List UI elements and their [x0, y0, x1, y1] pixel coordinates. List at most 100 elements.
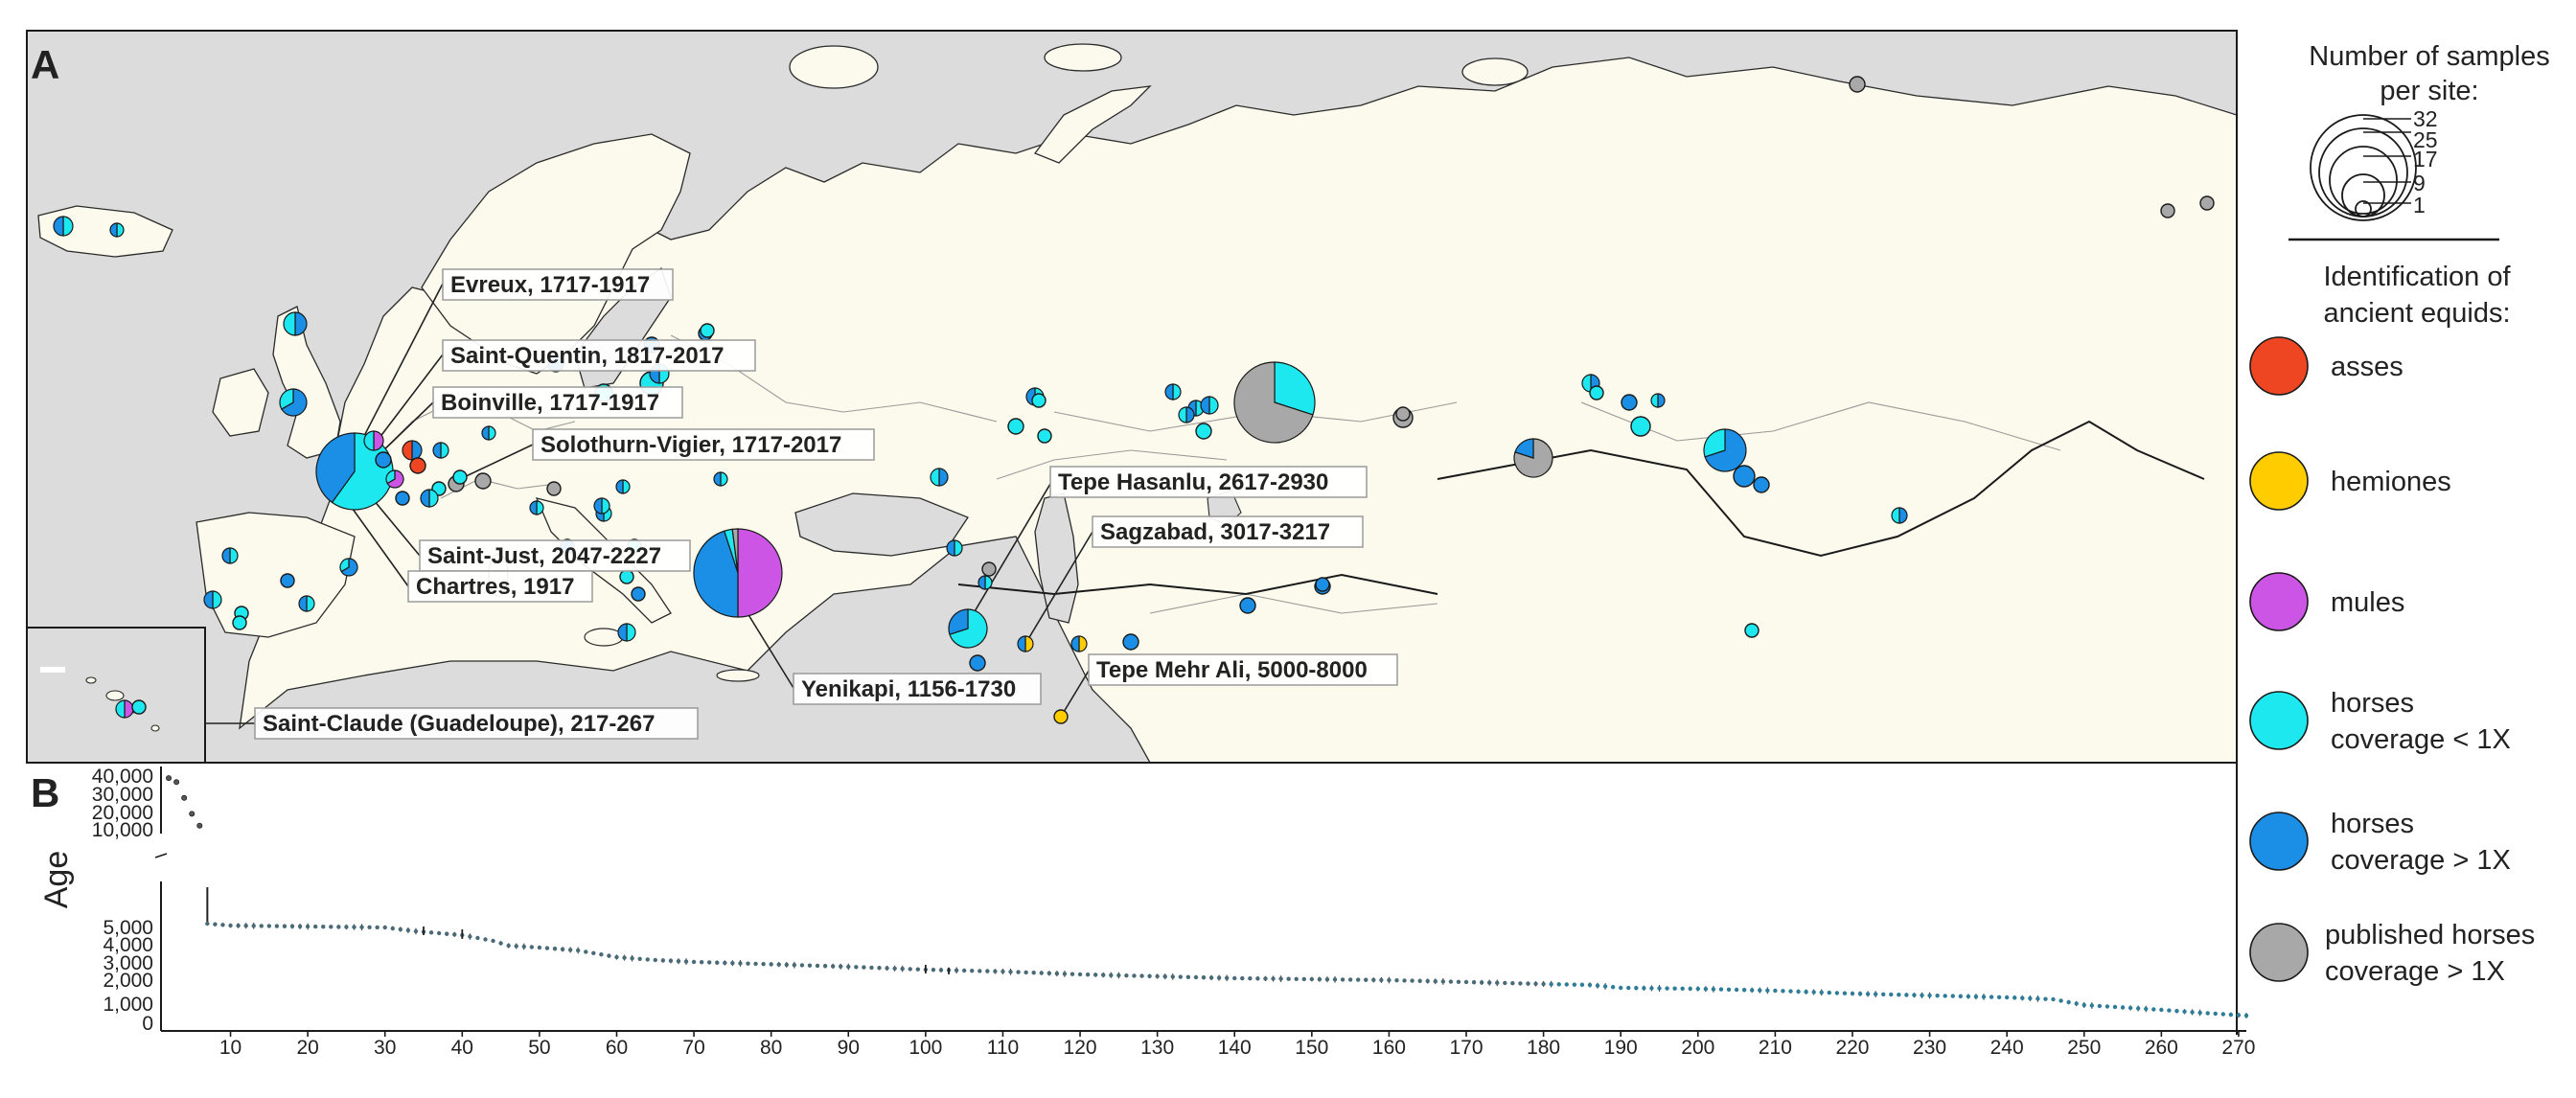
site-pie	[375, 451, 392, 469]
age-point	[483, 937, 488, 942]
age-point	[599, 952, 604, 957]
age-point	[2120, 1005, 2126, 1010]
svg-text:0: 0	[142, 1013, 153, 1035]
age-point	[552, 947, 558, 951]
age-point	[2036, 996, 2040, 1001]
age-point	[2182, 1009, 2187, 1015]
legend-size-title-1: Number of samples	[2309, 41, 2549, 72]
site-pie	[693, 528, 783, 618]
site-pie	[481, 425, 496, 441]
legend-swatch	[2249, 923, 2309, 982]
age-point	[213, 922, 218, 926]
site-pie	[232, 615, 247, 630]
age-point	[1850, 991, 1855, 996]
x-tick-label: 220	[1835, 1037, 1869, 1059]
leader-line	[369, 354, 444, 451]
site-pie	[615, 479, 631, 494]
svg-text:Evreux, 1717-1917: Evreux, 1717-1917	[450, 272, 650, 298]
age-point	[514, 944, 518, 949]
site-label-saint-claude: Saint-Claude (Guadeloupe), 217-267	[254, 707, 699, 740]
age-point	[653, 957, 657, 963]
legend-size-circles	[2310, 114, 2417, 221]
age-point	[529, 945, 535, 949]
age-point	[1224, 975, 1230, 980]
site-pie	[363, 430, 384, 451]
age-point	[321, 925, 326, 929]
age-point	[1185, 974, 1191, 979]
age-point	[390, 926, 395, 931]
age-point	[2220, 1012, 2226, 1017]
x-tick-label: 260	[2145, 1037, 2178, 1059]
age-point	[1070, 972, 1075, 976]
age-point	[1602, 984, 1608, 989]
age-point	[900, 966, 905, 972]
age-point	[2228, 1012, 2234, 1018]
land-iceland	[37, 205, 173, 258]
site-pie	[402, 440, 423, 461]
age-point	[1317, 976, 1322, 982]
y-axis-label: Age	[38, 851, 75, 909]
age-point	[336, 925, 341, 929]
age-point	[1109, 972, 1114, 977]
age-point	[1981, 995, 1987, 999]
age-point	[746, 961, 750, 966]
age-point	[544, 946, 550, 950]
age-point	[822, 964, 828, 969]
age-point	[312, 924, 318, 929]
age-point	[1718, 987, 1724, 992]
age-point	[2020, 995, 2025, 1000]
site-pie	[1630, 416, 1651, 437]
age-point	[1433, 978, 1438, 984]
age-point	[1958, 994, 1964, 999]
svg-text:Tepe Mehr Ali, 5000-8000: Tepe Mehr Ali, 5000-8000	[1096, 657, 1368, 683]
site-label-boinville: Boinville, 1717-1917	[432, 386, 683, 419]
age-point	[622, 955, 627, 960]
age-point	[892, 966, 897, 971]
age-point	[815, 963, 820, 969]
age-point	[567, 948, 573, 952]
age-point	[1178, 974, 1184, 979]
svg-text:3,000: 3,000	[103, 952, 153, 974]
svg-text:Yenikapi, 1156-1730: Yenikapi, 1156-1730	[801, 676, 1016, 702]
age-point	[1989, 995, 1994, 999]
age-point	[1371, 977, 1376, 982]
site-pie	[2160, 203, 2175, 218]
age-point	[1448, 979, 1454, 984]
site-pie	[1239, 597, 1256, 614]
site-pie	[978, 575, 993, 590]
age-point	[1665, 986, 1669, 991]
age-point	[1417, 978, 1422, 983]
x-tick-label: 250	[2067, 1037, 2101, 1059]
legend-swatch	[2249, 812, 2309, 871]
age-point	[1054, 971, 1060, 976]
age-point	[537, 945, 542, 950]
x-tick-label: 40	[451, 1037, 473, 1059]
svg-text:Saint-Quentin, 1817-2017: Saint-Quentin, 1817-2017	[450, 343, 724, 369]
age-point	[993, 969, 998, 973]
age-point	[1077, 972, 1083, 977]
age-point	[1741, 988, 1747, 993]
site-pie	[53, 216, 74, 237]
age-point	[1155, 973, 1160, 979]
age-point	[908, 967, 912, 972]
age-point	[2004, 995, 2010, 1000]
site-pie	[474, 472, 492, 490]
age-point	[243, 924, 248, 928]
svg-text:Sagzabad, 3017-3217: Sagzabad, 3017-3217	[1100, 519, 1330, 545]
age-point	[576, 948, 581, 953]
legend-label: horses	[2331, 809, 2414, 839]
age-point	[297, 924, 303, 929]
age-point	[1286, 976, 1291, 981]
leader-line	[967, 483, 1051, 624]
age-point	[1889, 992, 1894, 997]
age-panel: B Age 40,000 30,000 20,000 10,000 5,000 …	[31, 766, 2255, 1059]
age-point	[753, 961, 758, 967]
site-pie	[279, 388, 308, 417]
leader-line	[747, 612, 794, 689]
age-point	[1132, 973, 1137, 978]
x-tick-label: 170	[1449, 1037, 1483, 1059]
age-point	[776, 962, 781, 967]
land-ireland	[212, 368, 269, 437]
size-circle-17	[2329, 146, 2398, 215]
